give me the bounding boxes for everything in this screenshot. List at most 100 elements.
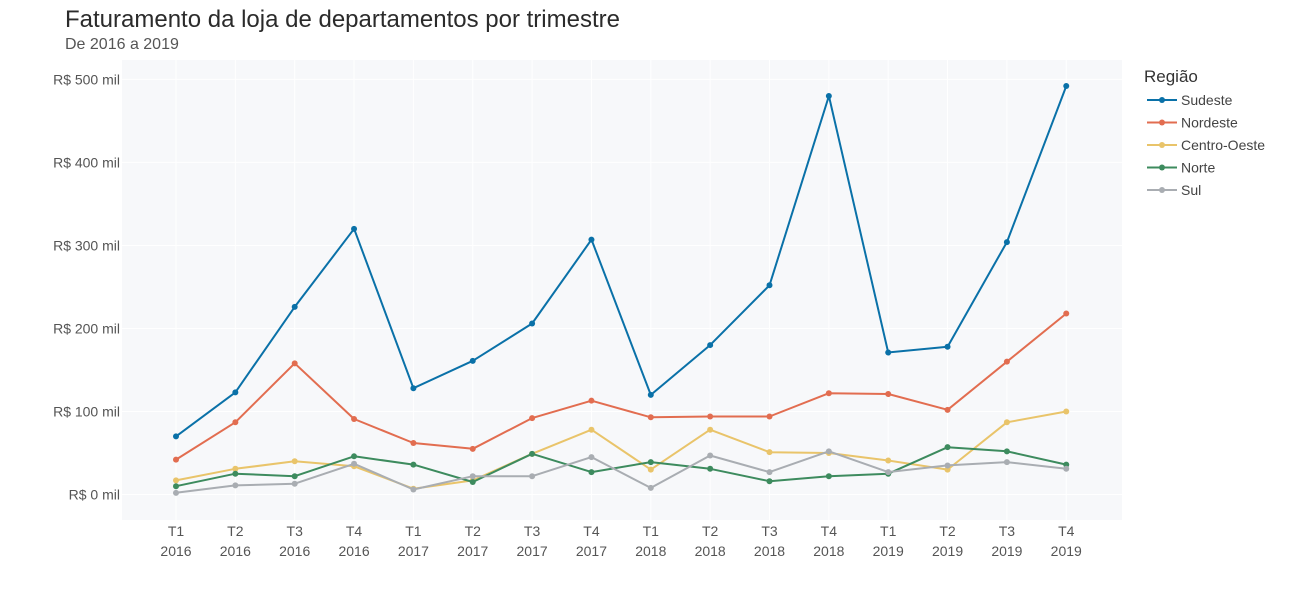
y-tick-label: R$ 0 mil bbox=[69, 487, 120, 503]
x-tick-label-quarter: T2 bbox=[465, 523, 482, 539]
data-point-centro-oeste bbox=[707, 426, 714, 433]
data-point-centro-oeste bbox=[766, 449, 773, 456]
data-point-nordeste bbox=[647, 414, 654, 421]
data-point-norte bbox=[232, 470, 239, 477]
series-line-nordeste bbox=[175, 312, 1067, 461]
data-point-norte bbox=[410, 461, 417, 468]
x-tick-label-year: 2016 bbox=[220, 543, 251, 559]
data-point-nordeste bbox=[469, 445, 476, 452]
data-point-norte bbox=[469, 479, 476, 486]
x-tick-label-quarter: T3 bbox=[999, 523, 1016, 539]
data-point-sudeste bbox=[291, 303, 298, 310]
data-point-sul bbox=[529, 473, 536, 480]
legend-title: Região bbox=[1144, 67, 1198, 86]
series-line-sul bbox=[175, 450, 1067, 494]
x-tick-label-quarter: T3 bbox=[761, 523, 778, 539]
data-point-sudeste bbox=[647, 391, 654, 398]
data-point-norte bbox=[766, 478, 773, 485]
x-tick-label-quarter: T2 bbox=[227, 523, 244, 539]
data-point-nordeste bbox=[1003, 358, 1010, 365]
data-point-sudeste bbox=[351, 225, 358, 232]
data-point-centro-oeste bbox=[173, 477, 179, 484]
x-tick-label-year: 2017 bbox=[576, 543, 607, 559]
x-tick-label-year: 2019 bbox=[991, 543, 1022, 559]
data-point-norte bbox=[825, 473, 832, 480]
data-point-sul bbox=[1063, 465, 1070, 472]
data-point-sul bbox=[469, 473, 476, 480]
data-point-sudeste bbox=[410, 385, 417, 392]
series-line-norte bbox=[175, 446, 1067, 488]
data-point-nordeste bbox=[825, 390, 832, 397]
data-point-centro-oeste bbox=[1003, 419, 1010, 426]
data-point-norte bbox=[1003, 448, 1010, 455]
legend-swatch-point bbox=[1159, 119, 1165, 126]
legend-swatch-point bbox=[1159, 164, 1165, 171]
y-tick-label: R$ 500 mil bbox=[53, 71, 120, 87]
data-point-nordeste bbox=[529, 415, 536, 422]
data-point-norte bbox=[351, 453, 358, 460]
x-tick-label-year: 2019 bbox=[932, 543, 963, 559]
data-point-sul bbox=[1003, 459, 1010, 466]
legend-label: Sul bbox=[1181, 182, 1201, 198]
y-tick-label: R$ 200 mil bbox=[53, 320, 120, 336]
data-point-sudeste bbox=[469, 357, 476, 364]
legend-label: Sudeste bbox=[1181, 92, 1233, 108]
data-point-centro-oeste bbox=[944, 466, 951, 473]
x-tick-label-year: 2018 bbox=[813, 543, 844, 559]
data-point-nordeste bbox=[1063, 310, 1070, 317]
data-point-sul bbox=[944, 462, 951, 469]
x-tick-label-quarter: T1 bbox=[880, 523, 897, 539]
x-tick-label-quarter: T4 bbox=[346, 523, 363, 539]
data-point-sul bbox=[173, 489, 179, 496]
data-point-nordeste bbox=[885, 391, 892, 398]
data-point-norte bbox=[1063, 461, 1070, 468]
data-point-sul bbox=[707, 452, 714, 459]
chart-subtitle: De 2016 a 2019 bbox=[65, 36, 179, 53]
data-point-sul bbox=[351, 460, 358, 467]
series-line-centro-oeste bbox=[175, 410, 1067, 490]
data-point-sul bbox=[410, 486, 417, 493]
data-point-nordeste bbox=[173, 456, 179, 463]
data-point-norte bbox=[173, 483, 179, 490]
x-tick-label-quarter: T2 bbox=[939, 523, 956, 539]
x-tick-label-quarter: T1 bbox=[168, 523, 185, 539]
x-tick-label-quarter: T4 bbox=[1058, 523, 1075, 539]
data-point-nordeste bbox=[232, 419, 239, 426]
legend-label: Centro-Oeste bbox=[1181, 137, 1265, 153]
y-tick-label: R$ 300 mil bbox=[53, 237, 120, 253]
data-point-nordeste bbox=[588, 397, 595, 404]
x-tick-label-quarter: T4 bbox=[821, 523, 838, 539]
x-tick-label-year: 2018 bbox=[754, 543, 785, 559]
chart-title: Faturamento da loja de departamentos por… bbox=[65, 6, 620, 33]
data-point-sul bbox=[766, 469, 773, 476]
data-point-sul bbox=[885, 469, 892, 476]
x-tick-label-year: 2018 bbox=[695, 543, 726, 559]
data-point-nordeste bbox=[291, 360, 298, 367]
x-tick-label-year: 2019 bbox=[1051, 543, 1082, 559]
data-point-norte bbox=[707, 465, 714, 472]
data-point-centro-oeste bbox=[232, 465, 239, 472]
data-point-sudeste bbox=[529, 320, 536, 327]
y-tick-label: R$ 100 mil bbox=[53, 403, 120, 419]
plot-background bbox=[122, 60, 1122, 520]
data-point-nordeste bbox=[707, 413, 714, 420]
x-tick-label-quarter: T1 bbox=[405, 523, 422, 539]
x-tick-label-quarter: T4 bbox=[583, 523, 600, 539]
data-point-sul bbox=[232, 482, 239, 489]
data-point-norte bbox=[291, 473, 298, 480]
x-tick-label-quarter: T1 bbox=[643, 523, 660, 539]
data-point-centro-oeste bbox=[588, 426, 595, 433]
data-point-nordeste bbox=[944, 406, 951, 413]
data-point-sudeste bbox=[825, 93, 832, 100]
legend-label: Nordeste bbox=[1181, 115, 1238, 131]
data-point-sudeste bbox=[707, 342, 714, 349]
data-point-sul bbox=[588, 454, 595, 461]
data-point-norte bbox=[944, 444, 951, 451]
legend-swatch-point bbox=[1159, 97, 1165, 103]
data-point-norte bbox=[588, 469, 595, 476]
data-point-norte bbox=[647, 459, 654, 466]
x-tick-label-year: 2017 bbox=[398, 543, 429, 559]
data-point-sul bbox=[291, 480, 298, 487]
data-point-nordeste bbox=[410, 440, 417, 447]
legend-swatch-point bbox=[1159, 142, 1165, 148]
